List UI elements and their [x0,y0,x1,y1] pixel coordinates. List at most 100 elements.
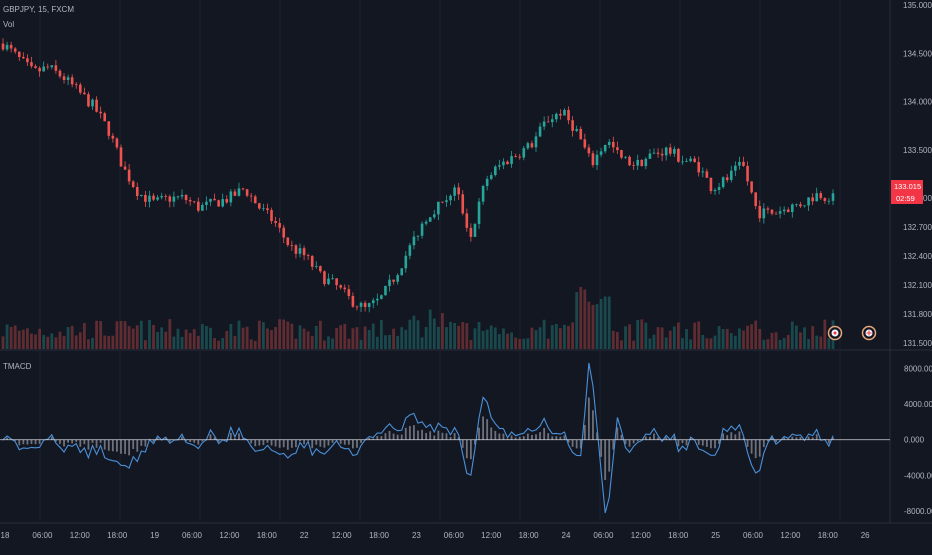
candle-body [697,161,701,173]
histogram-bar [547,433,550,440]
time-tick-label: 18:00 [107,531,128,540]
histogram-bar [486,419,489,440]
volume-bar [62,335,66,349]
candle-body [656,152,660,154]
histogram-bar [697,439,700,445]
candle-body [1,43,5,50]
volume-bar [253,340,257,349]
histogram-bar [705,439,708,447]
volume-bar [152,324,155,349]
candle-body [729,170,733,181]
time-tick-label: 12:00 [780,531,801,540]
candle-body [603,145,607,152]
time-axis[interactable]: 18 06:00 12:00 18:00 19 06:00 12:00 18:00 22 12:0… [1,531,871,540]
candle-body [144,194,147,202]
histogram-bar [63,439,65,447]
histogram-bar [526,433,529,440]
time-tick-label: 18:00 [257,531,278,540]
histogram-bar [811,437,814,440]
candle-body [266,208,269,211]
volume-bar [205,326,208,349]
candle-body [286,237,290,245]
volume-bar [502,328,505,349]
event-marker-2[interactable] [861,325,877,341]
candle-body [306,255,310,257]
histogram-bar [107,439,110,451]
volume-bar [705,338,709,349]
histogram-bar [250,439,253,444]
histogram-bar [612,439,615,450]
time-tick-label: 22 [300,531,309,540]
histogram-bar [445,433,448,440]
volume-bar [522,338,526,349]
candle-body [392,279,395,282]
candle-body [400,268,404,276]
histogram-bar [242,438,244,440]
histogram-bar [616,427,619,440]
indicator-legend[interactable]: TMACD [3,362,32,371]
volume-bar [180,336,184,349]
volume-bar [21,329,25,349]
histogram-bar [750,439,753,454]
candlesticks[interactable] [1,38,835,313]
time-tick-label: 23 [412,531,421,540]
event-marker-1[interactable] [827,325,843,341]
volume-bar [123,321,127,349]
candle-body [233,191,237,196]
macd-axis[interactable]: 8000.000 4000.000 0.000 -4000.000 -8000.000 [904,364,932,516]
volume-bar [729,333,733,349]
candle-body [91,99,94,107]
volume-bar [54,337,58,349]
histogram-bar [83,439,86,445]
volume-bar [754,320,758,349]
candle-body [282,227,286,238]
candle-body [660,153,664,156]
volume-bar [481,330,485,349]
histogram-bar [79,439,82,447]
histogram-bar [771,437,773,440]
volume-bar [640,319,644,349]
symbol-legend[interactable]: GBPJPY, 15, FXCM [3,5,74,14]
candle-body [738,161,741,166]
volume-legend[interactable]: Vol [3,20,14,29]
histogram-bar [156,437,159,440]
volume-bar [13,325,17,349]
volume-bar [257,320,261,349]
volume-bar [172,336,176,349]
candle-body [58,70,62,77]
histogram-bar [229,432,232,440]
histogram-bar [299,439,301,442]
candle-body [359,302,363,307]
candle-body [420,223,424,236]
candle-body [123,166,127,170]
histogram-bar [710,439,712,449]
histogram-bar [490,427,493,440]
volume-bar [99,321,103,349]
histogram-bar [718,439,720,444]
histogram-bar [665,437,668,440]
candle-body [396,275,399,282]
candle-body [5,44,9,50]
time-tick-label: 24 [562,531,571,540]
volume-bar [278,319,282,349]
volume-bar [144,340,147,349]
histogram-bar [22,439,25,445]
volume-bar [213,338,216,349]
candle-body [176,196,180,198]
candle-body [131,181,135,188]
candle-body [384,285,387,296]
volume-bar [286,321,290,349]
time-tick-label: 06:00 [182,531,203,540]
candle-body [823,198,827,201]
candle-body [339,285,342,288]
macd-tick-label: 8000.000 [904,364,932,373]
candle-body [819,193,823,199]
volume-bar [310,335,314,349]
candle-body [534,136,538,148]
volume-bar [70,325,74,349]
volume-bar [742,330,745,349]
histogram-bar [465,439,468,459]
